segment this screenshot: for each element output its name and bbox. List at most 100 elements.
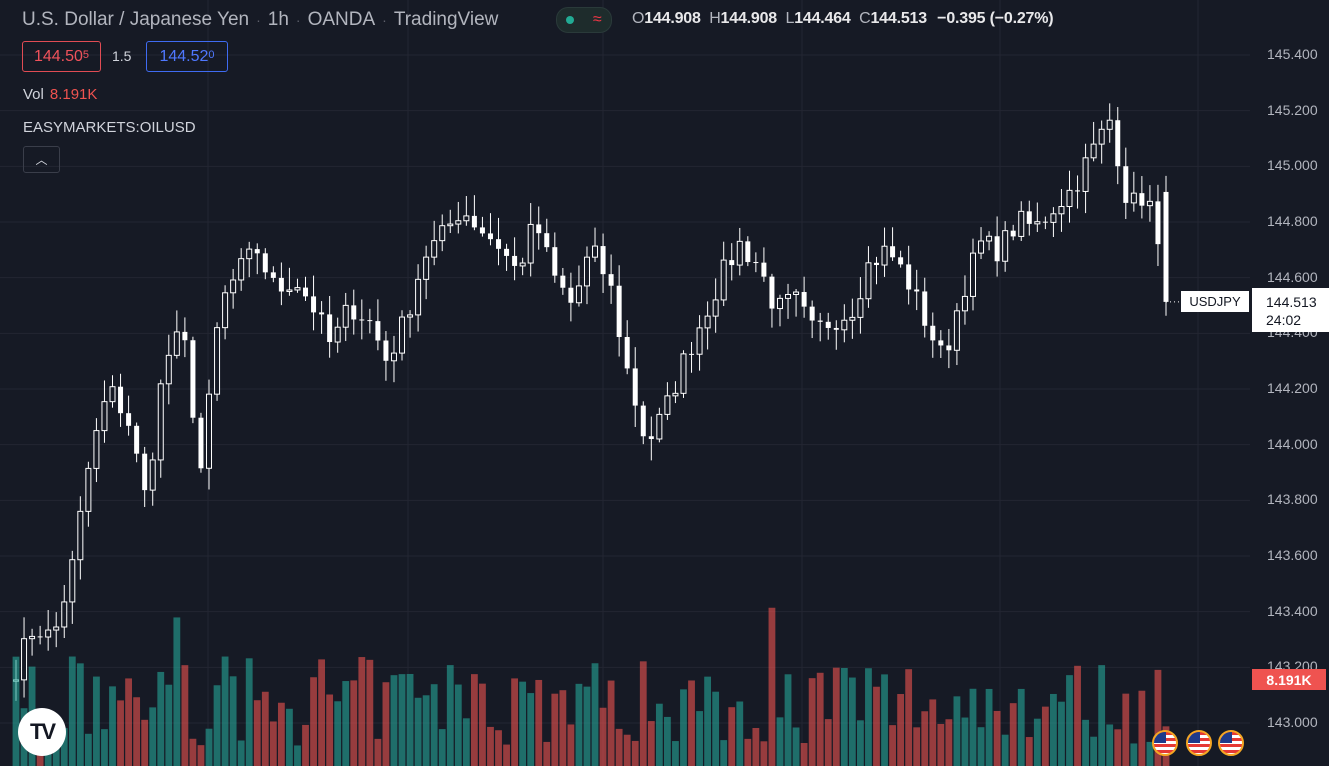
market-status-badge[interactable]: ≈ [556, 7, 612, 33]
volume-bar [897, 694, 905, 766]
sell-button[interactable]: 144.50 5 [22, 41, 101, 72]
interval-label[interactable]: 1h [267, 9, 289, 30]
volume-bar [728, 707, 736, 766]
volume-bar [414, 697, 422, 766]
volume-bar [631, 740, 639, 766]
pair-name: U.S. Dollar / Japanese Yen [22, 9, 250, 30]
volume-bar [446, 665, 454, 766]
candle-down [1075, 190, 1081, 192]
volume-bar [1130, 743, 1138, 766]
volume-bar [760, 741, 768, 766]
candle-up [286, 289, 293, 293]
candle-up [961, 295, 968, 312]
candle-down [801, 292, 807, 307]
volume-bar [125, 678, 132, 766]
broker-label: OANDA [307, 9, 376, 30]
chart-title: U.S. Dollar / Japanese Yen · 1h · OANDA … [22, 9, 499, 30]
candle-up [1002, 230, 1009, 262]
buy-button[interactable]: 144.52 0 [146, 41, 228, 72]
volume-bar [744, 738, 752, 766]
volume-bar [824, 719, 832, 766]
candle-up [575, 285, 582, 304]
collapse-legend-button[interactable]: ︿ [23, 146, 60, 173]
us-flag-event-icon[interactable] [1186, 730, 1212, 756]
volume-bar [1082, 719, 1089, 766]
volume-legend[interactable]: Vol 8.191K [23, 86, 98, 103]
volume-bar [342, 681, 350, 766]
volume-bar [1114, 729, 1122, 766]
volume-bar [1001, 734, 1009, 766]
volume-bar [181, 665, 189, 766]
candle-up [246, 248, 253, 260]
volume-bar [519, 681, 527, 766]
candle-down [833, 327, 839, 330]
candle-up [857, 298, 864, 318]
candle-down [118, 386, 124, 414]
candle-down [809, 306, 815, 321]
volume-bar [704, 676, 712, 766]
volume-bar [615, 728, 623, 766]
volume-bar [358, 657, 366, 766]
volume-bar [840, 667, 848, 766]
volume-bar [712, 691, 720, 766]
volume-bar [213, 685, 221, 766]
volume-bar [269, 721, 277, 766]
candle-down [303, 287, 309, 297]
candle-down [600, 246, 606, 275]
volume-bar [937, 723, 945, 766]
price-axis-tick: 144.600 [1267, 268, 1318, 285]
volume-bar [977, 727, 985, 766]
candle-up [592, 245, 599, 258]
market-open-icon [566, 16, 575, 24]
candle-down [198, 417, 204, 469]
candle-down [914, 289, 920, 292]
candle-up [214, 327, 221, 395]
volume-bar [1098, 665, 1106, 766]
volume-bar [680, 689, 687, 766]
volume-bar [253, 700, 261, 766]
candle-down [512, 255, 518, 266]
volume-bar [382, 682, 390, 766]
volume-bar [865, 668, 872, 766]
volume-bar [688, 680, 695, 766]
candle-down [327, 314, 333, 343]
volume-bar [1009, 703, 1017, 766]
candle-down [938, 340, 944, 346]
platform-label: TradingView [393, 9, 499, 30]
candle-up [986, 235, 993, 242]
candle-down [1123, 166, 1129, 203]
candle-down [922, 291, 928, 326]
volume-bar [326, 694, 334, 766]
volume-bar [454, 684, 462, 766]
volume-bar [470, 674, 478, 766]
us-flag-event-icon[interactable] [1152, 730, 1178, 756]
candle-up [423, 256, 430, 280]
volume-bar [495, 730, 502, 766]
candle-up [1034, 221, 1041, 225]
ohlc-readout: O144.908 H144.908 L144.464 C144.513 −0.3… [632, 10, 1054, 27]
volume-bar [334, 701, 342, 766]
candle-up [294, 287, 301, 291]
candle-up [85, 467, 92, 512]
volume-bar [639, 661, 647, 766]
volume-bar [881, 674, 888, 766]
candle-down [994, 236, 1000, 262]
volume-bar [318, 659, 325, 766]
volume-bar [720, 740, 728, 766]
candle-up [1066, 189, 1073, 208]
candle-up [431, 240, 438, 258]
volume-bar [438, 729, 446, 766]
candle-up [953, 310, 960, 351]
price-axis-tick: 144.200 [1267, 380, 1318, 396]
candle-up [696, 327, 703, 355]
volume-bar [736, 701, 744, 766]
candle-up [93, 430, 100, 469]
volume-bar [245, 658, 253, 766]
compare-symbol-legend[interactable]: EASYMARKETS:OILUSD [23, 119, 196, 136]
volume-bar [1033, 718, 1041, 766]
candle-down [383, 340, 389, 361]
us-flag-event-icon[interactable] [1218, 730, 1244, 756]
tradingview-logo[interactable]: TV [18, 708, 66, 756]
volume-bar [953, 696, 961, 766]
